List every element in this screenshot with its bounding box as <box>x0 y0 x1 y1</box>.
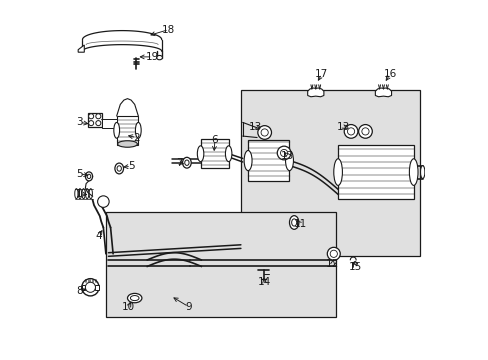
Circle shape <box>277 146 290 160</box>
Circle shape <box>361 128 368 135</box>
Bar <box>117 116 138 145</box>
Bar <box>95 285 99 290</box>
Text: 13: 13 <box>248 122 262 132</box>
Text: 19: 19 <box>146 52 159 62</box>
Text: 15: 15 <box>348 262 361 272</box>
Ellipse shape <box>82 189 85 199</box>
Bar <box>81 285 85 290</box>
Ellipse shape <box>114 122 120 138</box>
Ellipse shape <box>78 189 81 199</box>
Ellipse shape <box>408 159 417 185</box>
Bar <box>337 145 413 199</box>
Bar <box>106 212 336 317</box>
Ellipse shape <box>333 159 342 185</box>
Ellipse shape <box>197 146 203 162</box>
Circle shape <box>88 121 94 126</box>
Text: 16: 16 <box>383 69 396 79</box>
Bar <box>200 139 228 168</box>
Text: 9: 9 <box>185 302 192 312</box>
Text: 6: 6 <box>211 135 218 145</box>
Circle shape <box>96 114 101 119</box>
Bar <box>247 140 289 181</box>
Ellipse shape <box>420 166 424 179</box>
Circle shape <box>257 126 271 139</box>
Ellipse shape <box>156 55 162 60</box>
Ellipse shape <box>87 174 91 179</box>
Ellipse shape <box>130 296 139 301</box>
Ellipse shape <box>182 157 191 168</box>
Ellipse shape <box>75 189 78 199</box>
Ellipse shape <box>85 172 92 181</box>
Text: 5: 5 <box>127 161 134 171</box>
Ellipse shape <box>291 219 296 226</box>
Text: 10: 10 <box>122 302 135 312</box>
Text: 3: 3 <box>76 117 83 127</box>
Polygon shape <box>375 88 391 97</box>
Text: 12: 12 <box>325 258 339 269</box>
Ellipse shape <box>184 160 189 165</box>
Ellipse shape <box>115 163 123 174</box>
Ellipse shape <box>135 122 141 138</box>
Text: 13: 13 <box>336 122 349 132</box>
Ellipse shape <box>289 216 298 229</box>
Text: 2: 2 <box>133 132 140 143</box>
Text: 4: 4 <box>95 231 102 241</box>
Circle shape <box>358 125 371 138</box>
Text: 8: 8 <box>76 286 83 296</box>
Circle shape <box>261 129 268 136</box>
Circle shape <box>280 149 287 157</box>
Polygon shape <box>78 45 84 52</box>
Circle shape <box>347 128 354 135</box>
Text: 1: 1 <box>76 189 83 199</box>
Circle shape <box>85 282 95 292</box>
Ellipse shape <box>225 146 231 162</box>
Text: 18: 18 <box>162 24 175 35</box>
Bar <box>102 119 117 128</box>
Polygon shape <box>307 88 323 97</box>
Text: 17: 17 <box>315 69 328 79</box>
Ellipse shape <box>89 189 92 199</box>
Bar <box>88 113 102 127</box>
Circle shape <box>326 247 340 260</box>
Circle shape <box>96 121 101 126</box>
Circle shape <box>329 250 337 257</box>
Circle shape <box>88 114 94 119</box>
Text: 14: 14 <box>257 276 270 287</box>
Text: 13: 13 <box>281 150 294 161</box>
Circle shape <box>344 125 357 138</box>
Ellipse shape <box>244 150 251 171</box>
Text: 11: 11 <box>293 219 306 229</box>
Ellipse shape <box>127 293 142 303</box>
Ellipse shape <box>117 141 137 147</box>
Ellipse shape <box>285 150 293 171</box>
Ellipse shape <box>117 166 121 171</box>
Circle shape <box>81 279 99 296</box>
Text: 7: 7 <box>176 158 183 168</box>
Bar <box>241 90 419 256</box>
Circle shape <box>98 196 109 207</box>
Text: 5: 5 <box>76 168 83 179</box>
Ellipse shape <box>85 189 89 199</box>
